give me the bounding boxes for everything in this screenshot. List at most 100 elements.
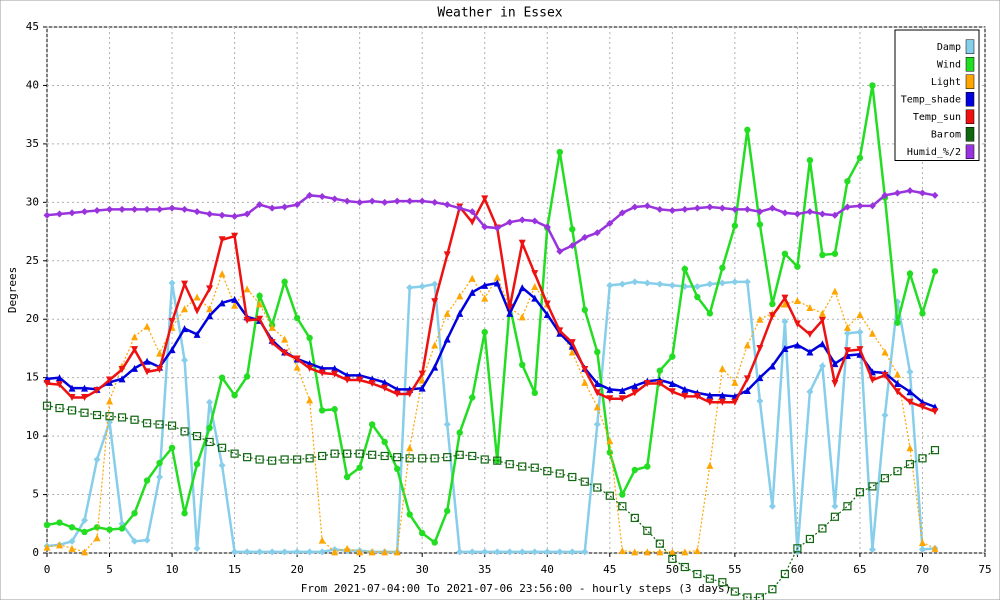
point	[481, 195, 489, 203]
point	[481, 281, 489, 289]
point	[131, 346, 139, 354]
point	[644, 463, 651, 470]
legend-label: Temp_sun	[913, 112, 961, 123]
point	[156, 473, 164, 481]
point	[306, 396, 314, 404]
point	[506, 304, 514, 312]
point	[631, 389, 639, 397]
point	[669, 353, 676, 360]
point	[531, 217, 539, 225]
legend-label: Temp_shade	[901, 94, 961, 105]
point	[106, 376, 114, 384]
point	[681, 205, 689, 213]
point	[418, 454, 427, 463]
point	[918, 538, 926, 546]
legend-swatch	[965, 144, 975, 159]
point	[768, 585, 777, 594]
point	[569, 226, 576, 233]
point	[456, 292, 464, 300]
point	[131, 333, 139, 341]
point	[531, 389, 538, 397]
point	[881, 191, 889, 199]
point	[618, 547, 626, 555]
point	[905, 460, 915, 469]
legend-box	[894, 29, 980, 161]
point	[156, 365, 164, 373]
point	[531, 548, 539, 556]
point	[268, 339, 276, 347]
point	[768, 362, 776, 370]
point	[718, 204, 726, 212]
point	[106, 397, 114, 405]
x-tick-label: 0	[44, 563, 51, 576]
point	[206, 424, 213, 432]
point	[306, 548, 314, 556]
point	[631, 382, 639, 390]
point	[580, 477, 589, 486]
point	[768, 204, 776, 212]
point	[168, 204, 176, 212]
point	[630, 513, 639, 523]
point	[606, 449, 613, 456]
point	[443, 251, 451, 259]
y-tick-label: 15	[26, 371, 39, 384]
point	[218, 299, 226, 307]
point	[280, 455, 289, 464]
point	[81, 516, 89, 524]
point	[393, 453, 402, 462]
point	[743, 387, 751, 395]
point	[793, 544, 802, 553]
point	[168, 279, 176, 287]
point	[731, 205, 739, 213]
y-tick-label: 45	[26, 20, 39, 33]
point	[880, 474, 890, 483]
point	[543, 467, 552, 476]
point	[881, 411, 889, 419]
point	[706, 203, 714, 211]
point	[281, 203, 289, 211]
point	[443, 335, 451, 343]
point	[919, 310, 926, 317]
y-tick-label: 30	[26, 195, 39, 208]
point	[268, 548, 276, 556]
point	[718, 391, 726, 399]
point	[256, 300, 264, 308]
point	[443, 201, 451, 209]
point	[480, 455, 489, 464]
point	[368, 450, 377, 459]
point	[743, 205, 751, 213]
x-tick-label: 15	[228, 563, 241, 576]
point	[568, 339, 576, 347]
point	[318, 536, 326, 544]
y-tick-label: 35	[26, 137, 39, 150]
point	[106, 526, 113, 533]
point	[156, 205, 164, 213]
point	[556, 327, 564, 335]
point	[118, 205, 126, 213]
legend-label: Wind	[937, 59, 961, 70]
x-tick-label: 35	[478, 563, 491, 576]
point	[68, 209, 76, 217]
point	[668, 281, 676, 289]
point	[381, 384, 389, 392]
point	[243, 373, 251, 380]
point	[331, 370, 339, 378]
point	[593, 403, 601, 411]
point	[806, 388, 814, 396]
point	[468, 208, 476, 216]
point	[868, 202, 876, 210]
point	[606, 437, 614, 445]
point	[818, 309, 826, 317]
point	[306, 364, 314, 372]
point	[368, 380, 376, 388]
point	[418, 370, 426, 378]
point	[906, 398, 914, 406]
point	[731, 378, 739, 386]
point	[693, 282, 701, 290]
point	[631, 203, 639, 211]
x-tick-label: 10	[165, 563, 178, 576]
point	[68, 524, 76, 531]
point	[568, 548, 576, 556]
point	[80, 408, 89, 417]
point	[531, 270, 539, 278]
